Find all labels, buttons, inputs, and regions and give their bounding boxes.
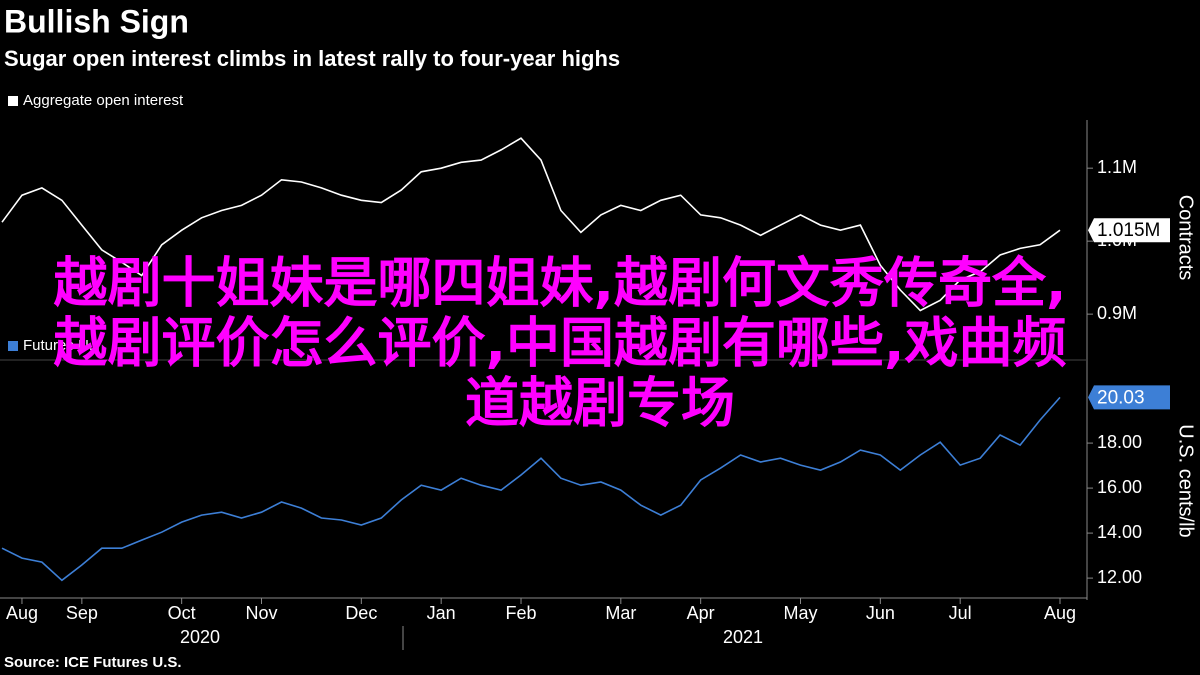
- y-tick-label: 0.9M: [1097, 303, 1137, 323]
- last-value-box: [1088, 385, 1170, 410]
- legend-swatch: [8, 341, 18, 351]
- y-tick-label: 12.00: [1097, 567, 1142, 587]
- x-tick-label: Feb: [506, 603, 537, 623]
- x-tick-label: Oct: [168, 603, 196, 623]
- x-tick-label: Apr: [687, 603, 715, 623]
- year-label: 2020: [180, 627, 220, 647]
- x-tick-label: Jul: [949, 603, 972, 623]
- y-axis-label: U.S. cents/lb: [1175, 424, 1197, 537]
- source: Source: ICE Futures U.S.: [4, 654, 182, 671]
- x-tick-label: Mar: [605, 603, 636, 623]
- x-tick-label: Jun: [866, 603, 895, 623]
- x-tick-label: Sep: [66, 603, 98, 623]
- series-line: [1, 396, 1061, 582]
- series-line: [1, 137, 1061, 312]
- overlay-text: 越剧十姐妹是哪四姐妹,越剧何文秀传奇全,: [53, 252, 1066, 315]
- overlay-text: 越剧评价怎么评价,中国越剧有哪些,戏曲频: [53, 312, 1066, 375]
- legend-label: Futures N.Y.: [23, 337, 105, 354]
- x-tick-label: Aug: [6, 603, 38, 623]
- last-value-box: [1088, 218, 1170, 243]
- chart-subtitle: Sugar open interest climbs in latest ral…: [4, 46, 620, 71]
- x-tick-label: Aug: [1044, 603, 1076, 623]
- y-axis-label: Contracts: [1175, 195, 1197, 281]
- y-tick-label: 1.1M: [1097, 157, 1137, 177]
- chart-title: Bullish Sign: [4, 3, 189, 39]
- y-tick-label: 16.00: [1097, 477, 1142, 497]
- y-tick-label: 14.00: [1097, 522, 1142, 542]
- legend-swatch: [8, 96, 18, 106]
- y-tick-label: 18.00: [1097, 432, 1142, 452]
- last-value-label: 1.015M: [1097, 220, 1160, 241]
- legend-label: Aggregate open interest: [23, 92, 184, 109]
- year-label: 2021: [723, 627, 763, 647]
- x-tick-label: Jan: [427, 603, 456, 623]
- last-value-label: 20.03: [1097, 387, 1145, 408]
- x-tick-label: Dec: [345, 603, 377, 623]
- overlay-text: 道越剧专场: [465, 372, 735, 435]
- x-tick-label: May: [783, 603, 817, 623]
- x-tick-label: Nov: [246, 603, 278, 623]
